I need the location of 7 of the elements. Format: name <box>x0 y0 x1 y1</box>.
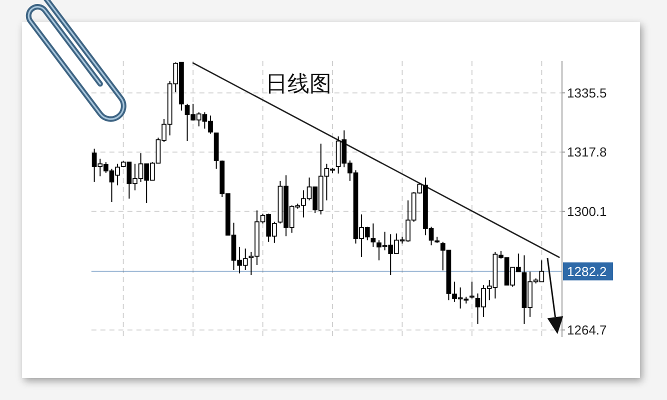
y-tick-label: 1335.5 <box>567 85 607 100</box>
y-tick-label: 1317.8 <box>567 144 607 160</box>
ref-line-label: 1282.2 <box>563 262 613 280</box>
ref-line-label: 1282.2 <box>567 264 607 279</box>
y-tick-label: 1264.7 <box>567 322 607 338</box>
y-tick-label: 1300.1 <box>567 204 607 219</box>
text: 日线图 <box>265 71 332 96</box>
